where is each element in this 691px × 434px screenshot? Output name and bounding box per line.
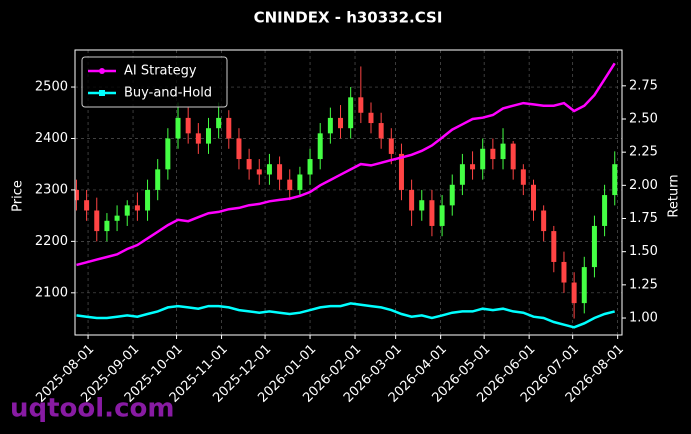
y-tick-label: 2200 (35, 234, 68, 249)
candle-body (155, 169, 161, 190)
candle-body (256, 169, 262, 175)
candle-body (236, 138, 242, 160)
candle-body (175, 117, 181, 139)
candle-body (510, 143, 516, 170)
candle-body (307, 159, 313, 175)
legend-box (81, 56, 228, 108)
candle-body (368, 112, 374, 124)
candle-body (551, 231, 557, 262)
candle-body (571, 282, 577, 304)
candle-body (459, 164, 465, 185)
candle-body (409, 189, 415, 211)
plot-area (75, 62, 618, 329)
y2-tick-label: 2.25 (629, 145, 658, 160)
candle-body (195, 133, 201, 144)
series-line (76, 62, 616, 267)
candle-body (134, 205, 140, 211)
y2-tick-label: 2.00 (629, 178, 658, 193)
candle-body (145, 189, 151, 211)
y-tick-label: 2500 (35, 80, 68, 95)
y2-tick-label: 1.75 (629, 211, 658, 226)
plot-frame (74, 49, 623, 336)
candle-body (287, 179, 293, 190)
candle-body (581, 267, 587, 304)
candle-body (591, 225, 597, 268)
candle-body (124, 205, 130, 216)
candle-body (449, 184, 455, 206)
candle-body (541, 210, 547, 232)
candle-body (165, 138, 171, 170)
legend-label: Buy-and-Hold (124, 86, 212, 101)
legend-marker (99, 90, 105, 96)
candle-body (429, 200, 435, 226)
candle-body (398, 153, 404, 190)
candle-body (500, 143, 506, 160)
candle-body (205, 128, 211, 144)
candle-body (277, 164, 283, 180)
chart-title: CNINDEX - h30332.CSI (254, 9, 443, 27)
candle-body (480, 148, 486, 170)
candle-body (216, 117, 222, 129)
candle-body (602, 195, 608, 226)
legend-label: AI Strategy (124, 64, 197, 79)
series-line (76, 302, 616, 329)
candle-body (317, 133, 323, 160)
candle-body (348, 97, 354, 129)
y-axis-label: Price (11, 180, 26, 212)
y-tick-label: 2100 (35, 285, 68, 300)
candle-body (327, 117, 333, 134)
y2-tick-label: 2.75 (629, 78, 658, 93)
legend-marker (99, 68, 105, 74)
candle-body (470, 164, 476, 170)
candle-body (378, 123, 384, 139)
y2-tick-label: 1.25 (629, 277, 658, 292)
candle-body (84, 200, 90, 211)
y-tick-label: 2300 (35, 182, 68, 197)
candle-body (75, 189, 79, 201)
candle-body (266, 164, 272, 175)
candle-body (246, 159, 252, 170)
candle-body (114, 215, 120, 221)
candle-body (338, 117, 344, 129)
candle-body (520, 169, 526, 185)
candle-body (388, 138, 394, 154)
y2-tick-label: 1.50 (629, 244, 658, 259)
watermark: uqtool.com (10, 394, 174, 424)
candle-body (490, 148, 496, 160)
candle-body (530, 184, 536, 211)
candle-body (185, 117, 191, 134)
candle-body (439, 205, 445, 226)
candle-body (358, 97, 364, 113)
candle-body (94, 210, 100, 232)
candle-body (104, 220, 110, 232)
y2-axis-label: Return (667, 174, 682, 217)
candle-body (612, 164, 618, 196)
candle-body (419, 200, 425, 211)
y2-tick-label: 2.50 (629, 111, 658, 126)
candle-body (297, 174, 303, 190)
y2-tick-label: 1.00 (629, 311, 658, 326)
y-tick-label: 2400 (35, 131, 68, 146)
candle-body (561, 261, 567, 283)
candle-body (226, 117, 232, 139)
